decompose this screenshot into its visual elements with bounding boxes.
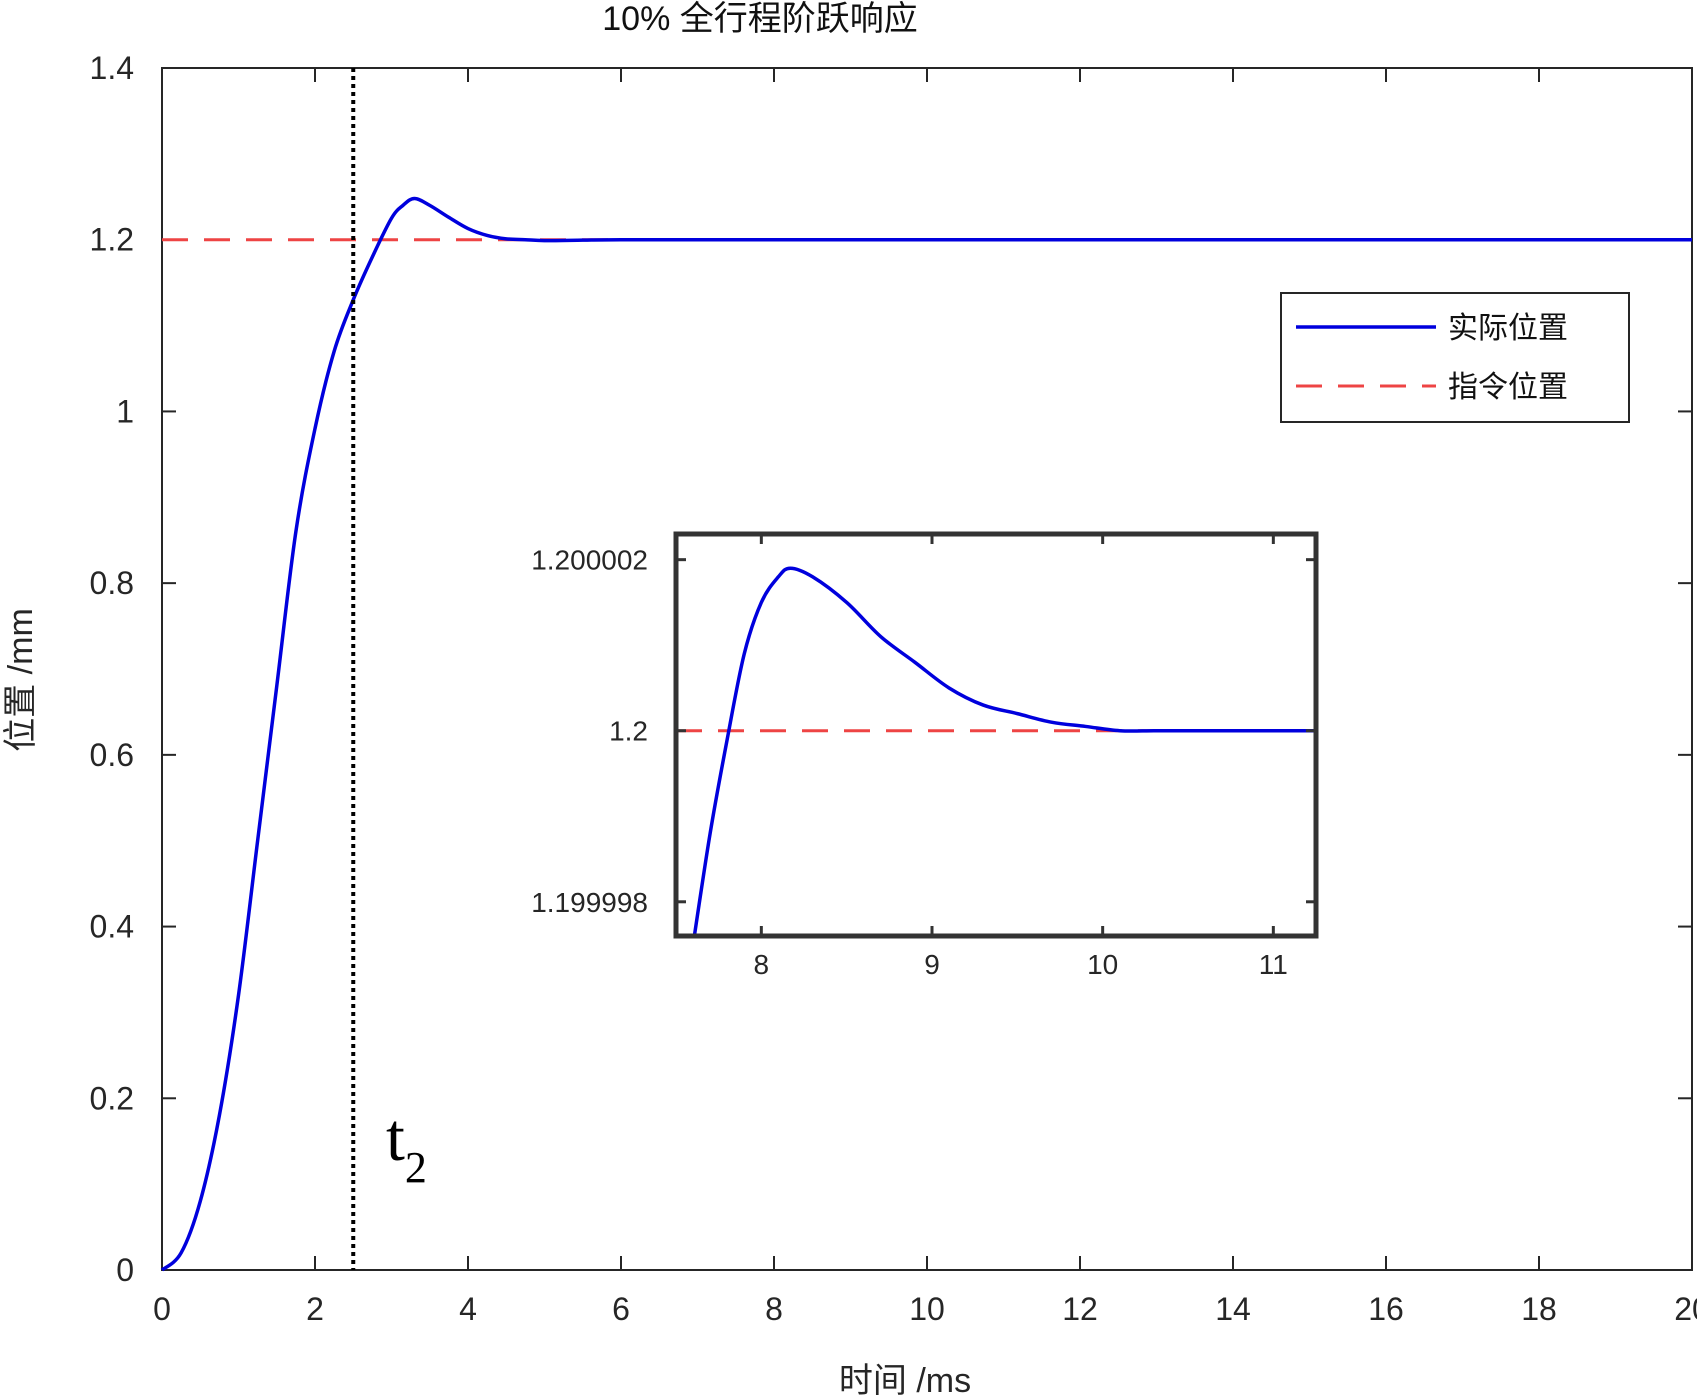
x-tick-labels: 0 2 4 6 8 10 12 14 16 18 20 bbox=[153, 1291, 1697, 1327]
inset-x-tick-label: 8 bbox=[754, 949, 770, 980]
t2-annotation-main: t bbox=[386, 1099, 405, 1175]
inset-frame bbox=[673, 531, 1319, 939]
inset-y-tick-labels: 1.199998 1.2 1.200002 bbox=[531, 545, 648, 918]
main-axis-ticks bbox=[161, 67, 1693, 1271]
x-axis-label: 时间 /ms bbox=[839, 1362, 971, 1398]
x-tick-label: 2 bbox=[306, 1291, 324, 1327]
legend: 实际位置 指令位置 bbox=[1280, 292, 1630, 423]
x-tick-label: 8 bbox=[765, 1291, 783, 1327]
inset-axis-ticks bbox=[676, 534, 1316, 936]
inset-x-tick-labels: 8 9 10 11 bbox=[754, 949, 1288, 980]
x-tick-label: 4 bbox=[459, 1291, 477, 1327]
inset-background bbox=[676, 534, 1316, 936]
inset-y-tick-label: 1.199998 bbox=[531, 887, 648, 918]
y-tick-label: 0.2 bbox=[90, 1080, 134, 1116]
x-tick-label: 10 bbox=[909, 1291, 945, 1327]
x-tick-label: 16 bbox=[1368, 1291, 1404, 1327]
x-tick-label: 12 bbox=[1062, 1291, 1098, 1327]
y-tick-labels: 0 0.2 0.4 0.6 0.8 1 1.2 1.4 bbox=[90, 50, 134, 1288]
inset-x-tick-label: 11 bbox=[1259, 949, 1288, 980]
x-tick-label: 20 bbox=[1674, 1291, 1697, 1327]
y-tick-label: 0 bbox=[116, 1252, 134, 1288]
inset-y-tick-label: 1.2 bbox=[609, 716, 648, 747]
t2-annotation: t2 bbox=[386, 1099, 427, 1192]
y-tick-label: 1 bbox=[116, 393, 134, 429]
y-tick-label: 1.4 bbox=[90, 50, 134, 86]
legend-box bbox=[1280, 292, 1630, 423]
inset-series-line-actual-position bbox=[692, 566, 1316, 936]
legend-label-command-position: 指令位置 bbox=[1448, 371, 1568, 404]
y-tick-label: 0.4 bbox=[90, 909, 134, 945]
series-line-actual-position bbox=[160, 196, 1692, 1272]
inset-x-tick-label: 9 bbox=[924, 949, 940, 980]
x-tick-label: 14 bbox=[1215, 1291, 1251, 1327]
inset-y-tick-label: 1.200002 bbox=[531, 545, 648, 576]
x-tick-label: 18 bbox=[1521, 1291, 1557, 1327]
t2-annotation-subscript: 2 bbox=[405, 1143, 427, 1192]
y-tick-label: 1.2 bbox=[90, 222, 134, 258]
y-tick-label: 0.8 bbox=[90, 565, 134, 601]
inset-x-tick-label: 10 bbox=[1087, 949, 1118, 980]
legend-label-actual-position: 实际位置 bbox=[1448, 312, 1568, 345]
x-tick-label: 6 bbox=[612, 1291, 630, 1327]
y-axis-label: 位置 /mm bbox=[2, 608, 40, 752]
y-tick-label: 0.6 bbox=[90, 737, 134, 773]
chart-title: 10% 全行程阶跃响应 bbox=[602, 0, 918, 38]
x-tick-label: 0 bbox=[153, 1291, 171, 1327]
inset-zoom-plot: 8 9 10 11 1.199998 1.2 1.200002 bbox=[531, 531, 1319, 980]
